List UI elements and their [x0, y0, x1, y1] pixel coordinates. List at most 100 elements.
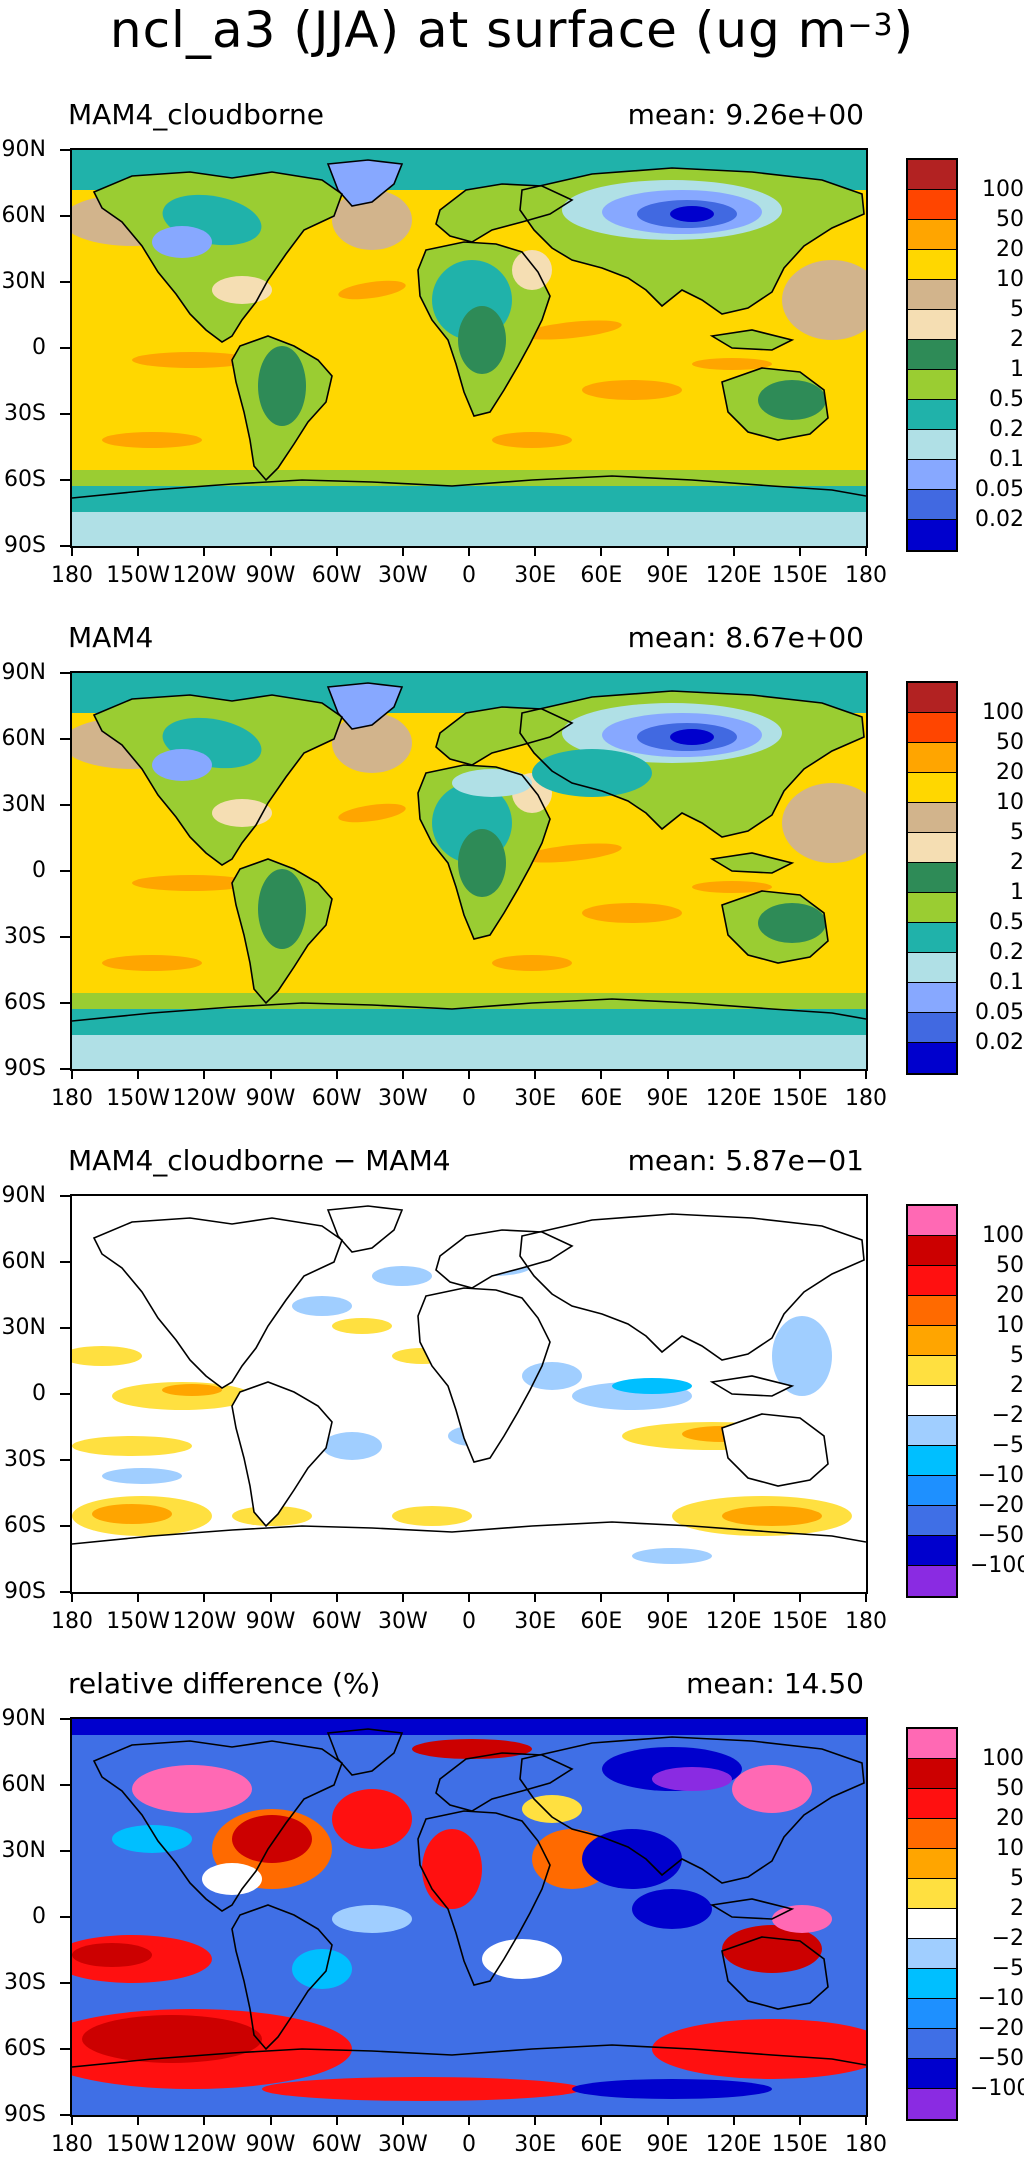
- lon-tick-label: 120W: [172, 1086, 237, 1111]
- colorbar-label: −5: [991, 1956, 1024, 1981]
- colorbar-label: 5: [1010, 297, 1024, 322]
- colorbar-swatch: [908, 430, 956, 460]
- lon-tick-label: 30W: [377, 563, 428, 588]
- colorbar-label: 50: [996, 1253, 1024, 1278]
- panel-title: MAM4_cloudborne: [68, 98, 325, 131]
- colorbar-label: −2: [991, 1403, 1024, 1428]
- colorbar-label: 10: [996, 1836, 1024, 1861]
- lon-tick-label: 150W: [106, 2132, 171, 2157]
- lon-tick-label: 90W: [245, 563, 296, 588]
- colorbar-label: 2: [1010, 327, 1024, 352]
- colorbar-swatch: [908, 893, 956, 923]
- colorbar-swatch: [908, 1969, 956, 1999]
- colorbar-swatch: [908, 1879, 956, 1909]
- lon-tick-label: 0: [462, 1609, 476, 1634]
- colorbar-label: 10: [996, 1313, 1024, 1338]
- lon-tick-label: 150E: [771, 1086, 828, 1111]
- lat-tick-label: 0: [32, 858, 46, 883]
- lon-tick-label: 60W: [311, 1609, 362, 1634]
- lat-tick-label: 0: [32, 1904, 46, 1929]
- lon-tick-label: 150E: [771, 2132, 828, 2157]
- colorbar-label: 50: [996, 730, 1024, 755]
- colorbar-swatch: [908, 1759, 956, 1789]
- colorbar-swatch: [908, 1236, 956, 1266]
- lat-tick-label: 60N: [1, 203, 46, 228]
- lat-tick-label: 90S: [4, 1056, 46, 1081]
- colorbar-label: 5: [1010, 1343, 1024, 1368]
- colorbar-label: 100: [982, 1223, 1024, 1248]
- lon-tick-label: 30W: [377, 1086, 428, 1111]
- colorbar-label: 1: [1010, 357, 1024, 382]
- colorbar-label: 0.02: [975, 1030, 1024, 1055]
- colorbar-label: 50: [996, 207, 1024, 232]
- colorbar-label: 50: [996, 1776, 1024, 1801]
- colorbar-label: −2: [991, 1926, 1024, 1951]
- colorbar-label: 20: [996, 760, 1024, 785]
- lon-tick-label: 120E: [705, 563, 762, 588]
- lon-tick-label: 180: [51, 2132, 93, 2157]
- lat-tick-label: 90N: [1, 660, 46, 685]
- colorbar-label: −10: [977, 1986, 1024, 2011]
- colorbar-swatch: [908, 1819, 956, 1849]
- colorbar-swatch: [908, 1999, 956, 2029]
- colorbar-label: 100: [982, 700, 1024, 725]
- colorbar-label: 20: [996, 237, 1024, 262]
- lon-tick-label: 180: [51, 1609, 93, 1634]
- namerica-region: [94, 172, 342, 342]
- lat-tick-label: 90N: [1, 1183, 46, 1208]
- lon-tick-label: 30W: [377, 1609, 428, 1634]
- colorbar-swatch: [908, 1416, 956, 1446]
- lat-tick-label: 60N: [1, 1772, 46, 1797]
- colorbar-swatch: [908, 1356, 956, 1386]
- colorbar-label: −20: [977, 1493, 1024, 1518]
- lon-tick-label: 90W: [245, 1086, 296, 1111]
- colorbar-label: 0.05: [975, 1000, 1024, 1025]
- colorbar-swatch: [908, 923, 956, 953]
- lat-tick-label: 30S: [4, 924, 46, 949]
- colorbar-label: 0.05: [975, 477, 1024, 502]
- lat-tick-label: 30N: [1, 1315, 46, 1340]
- colorbar-swatch: [908, 1446, 956, 1476]
- colorbar-swatch: [908, 520, 956, 550]
- greenland-region: [328, 1206, 402, 1252]
- colorbar-swatch: [908, 1206, 956, 1236]
- lon-tick-label: 30E: [514, 1609, 557, 1634]
- lon-tick-label: 60W: [311, 563, 362, 588]
- lon-tick-label: 120W: [172, 1609, 237, 1634]
- lon-tick-label: 180: [51, 1086, 93, 1111]
- colorbar-label: 100: [982, 1746, 1024, 1771]
- colorbar-swatch: [908, 1789, 956, 1819]
- colorbar-swatch: [908, 340, 956, 370]
- figure-title: ncl_a3 (JJA) at surface (ug m−3): [109, 1, 915, 59]
- colorbar-label: −50: [977, 2046, 1024, 2071]
- panel-title: MAM4: [68, 621, 154, 654]
- colorbar-swatch: [908, 833, 956, 863]
- colorbar: [906, 1727, 958, 2121]
- colorbar-swatch: [908, 490, 956, 520]
- colorbar-swatch: [908, 250, 956, 280]
- colorbar-swatch: [908, 803, 956, 833]
- lon-tick-label: 150E: [771, 1609, 828, 1634]
- lon-tick-label: 180: [845, 2132, 887, 2157]
- colorbar-label: −5: [991, 1433, 1024, 1458]
- lon-tick-label: 150W: [106, 1086, 171, 1111]
- lon-tick-label: 90E: [646, 1609, 689, 1634]
- lon-tick-label: 90W: [245, 2132, 296, 2157]
- lon-tick-label: 120E: [705, 2132, 762, 2157]
- australia-region: [722, 1414, 828, 1486]
- lon-tick-label: 150W: [106, 563, 171, 588]
- panel-title: relative difference (%): [68, 1667, 381, 1700]
- lon-tick-label: 30E: [514, 2132, 557, 2157]
- lon-tick-label: 60W: [311, 2132, 362, 2157]
- samerica-region: [232, 1382, 332, 1526]
- colorbar-label: 0.5: [989, 387, 1024, 412]
- colorbar: [906, 1204, 958, 1598]
- lat-tick-label: 90S: [4, 533, 46, 558]
- lat-tick-label: 60S: [4, 1513, 46, 1538]
- lat-tick-label: 30S: [4, 1970, 46, 1995]
- lon-tick-label: 180: [845, 563, 887, 588]
- colorbar-swatch: [908, 773, 956, 803]
- lat-tick-label: 90N: [1, 1706, 46, 1731]
- lon-tick-label: 90W: [245, 1609, 296, 1634]
- namerica-region: [94, 1218, 342, 1388]
